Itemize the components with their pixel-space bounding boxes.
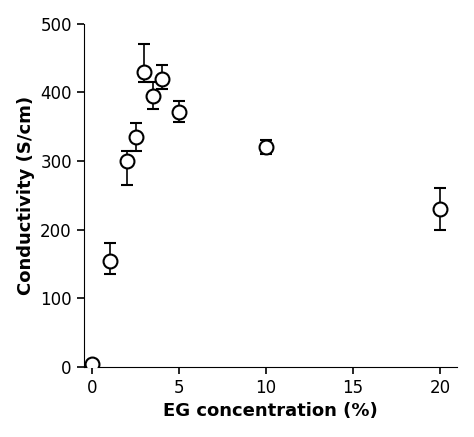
Y-axis label: Conductivity (S/cm): Conductivity (S/cm): [17, 96, 35, 295]
X-axis label: EG concentration (%): EG concentration (%): [163, 402, 378, 420]
